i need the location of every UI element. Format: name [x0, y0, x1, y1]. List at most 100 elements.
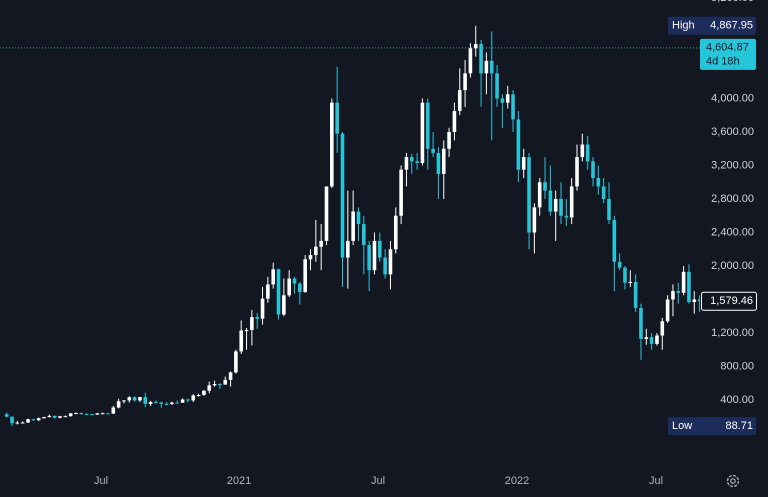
- candle-body: [457, 90, 462, 112]
- candle-body: [665, 299, 670, 322]
- candle-body: [633, 281, 638, 308]
- candle-body: [202, 390, 206, 395]
- other-price-countdown: 4d 18h: [706, 56, 740, 68]
- time-axis: Jul 2021 Jul 2022 Jul: [94, 475, 663, 487]
- candle-body: [521, 157, 526, 170]
- candle-body: [324, 186, 329, 241]
- candle-body: [52, 415, 57, 418]
- candle-body: [580, 144, 585, 158]
- last-price-value: 1,579.46: [710, 295, 753, 307]
- candle-body: [511, 94, 515, 120]
- candle-body: [20, 422, 25, 424]
- candle-body: [479, 44, 483, 74]
- candle-body: [463, 73, 467, 91]
- candle-body: [420, 102, 425, 163]
- candle-body: [697, 299, 700, 302]
- y-tick-label: 2,800.00: [711, 193, 754, 205]
- candle-body: [431, 148, 435, 153]
- x-tick-label: Jul: [94, 475, 108, 487]
- candle-body: [36, 418, 41, 421]
- candle-body: [298, 283, 302, 292]
- candle-body: [31, 419, 36, 421]
- y-tick-label: 800.00: [720, 360, 754, 372]
- candle-body: [660, 321, 665, 336]
- y-tick-label: 400.00: [720, 394, 754, 406]
- candle-body: [84, 414, 89, 416]
- candle-body: [15, 422, 20, 424]
- candle-body: [644, 337, 649, 339]
- candle-body: [356, 211, 361, 225]
- candle-body: [639, 307, 643, 339]
- candle-body: [351, 211, 355, 241]
- candle-body: [340, 133, 345, 258]
- candle-body: [63, 416, 68, 418]
- candle-body: [591, 161, 595, 179]
- y-tick-label: 2,000.00: [711, 260, 754, 272]
- candle-body: [569, 186, 574, 218]
- candle-body: [260, 298, 265, 319]
- candle-body: [393, 215, 398, 250]
- candle-body: [26, 419, 30, 423]
- candle-body: [612, 219, 617, 262]
- x-tick-label: Jul: [649, 475, 663, 487]
- candle-body: [585, 144, 590, 162]
- y-tick-label: 3,600.00: [711, 126, 754, 138]
- candle-body: [484, 60, 489, 74]
- candle-body: [303, 259, 307, 292]
- candle-body: [425, 102, 430, 149]
- candle-body: [628, 281, 633, 283]
- candle-body: [314, 246, 318, 256]
- candle-body: [378, 240, 382, 258]
- candle-body: [292, 278, 297, 284]
- candle-body: [383, 257, 387, 275]
- candle-body: [500, 98, 505, 103]
- candle-body: [468, 48, 473, 74]
- candle-body: [207, 385, 212, 391]
- low-label-box: [668, 417, 756, 436]
- candle-body: [58, 416, 62, 418]
- candle-body: [170, 402, 174, 404]
- candle-body: [623, 267, 627, 283]
- candle-body: [489, 60, 494, 74]
- candle-body: [346, 240, 350, 258]
- candle-body: [175, 402, 180, 404]
- candle-body: [319, 240, 323, 247]
- candle-body: [10, 416, 14, 424]
- candle-body: [692, 299, 697, 303]
- candle-body: [441, 148, 446, 174]
- candle-body: [228, 372, 233, 380]
- candle-body: [452, 111, 457, 132]
- candle-body: [90, 414, 94, 416]
- candle-body: [415, 161, 419, 163]
- candle-body: [159, 402, 164, 404]
- settings-button[interactable]: [726, 474, 740, 488]
- candle-body: [505, 94, 510, 103]
- x-tick-label: Jul: [371, 475, 385, 487]
- candle-body: [537, 182, 542, 208]
- high-label-value: 4,867.95: [710, 20, 753, 32]
- candle-body: [372, 240, 377, 271]
- candle-body: [564, 215, 569, 218]
- candle-body: [617, 261, 622, 268]
- candle-body: [516, 119, 521, 170]
- y-tick-label: 5,200.00: [711, 0, 754, 4]
- candle-body: [330, 102, 334, 187]
- candle-body: [244, 330, 249, 332]
- plot-area: [0, 25, 700, 427]
- candle-body: [404, 157, 409, 170]
- candle-body: [473, 44, 478, 49]
- candle-body: [239, 330, 244, 352]
- low-label-value: 88.71: [725, 420, 753, 432]
- candle-body: [223, 379, 228, 385]
- candle-body: [218, 384, 222, 386]
- candle-body: [367, 245, 371, 271]
- candle-body: [79, 412, 84, 415]
- candle-body: [116, 401, 121, 408]
- price-labels: High 4,867.95 Low 88.71 4,604.87 4d 18h 1,579.…: [668, 16, 757, 436]
- y-tick-label: 3,200.00: [711, 159, 754, 171]
- candle-body: [234, 351, 238, 373]
- candle-body: [212, 384, 217, 386]
- high-label-box: [668, 16, 756, 35]
